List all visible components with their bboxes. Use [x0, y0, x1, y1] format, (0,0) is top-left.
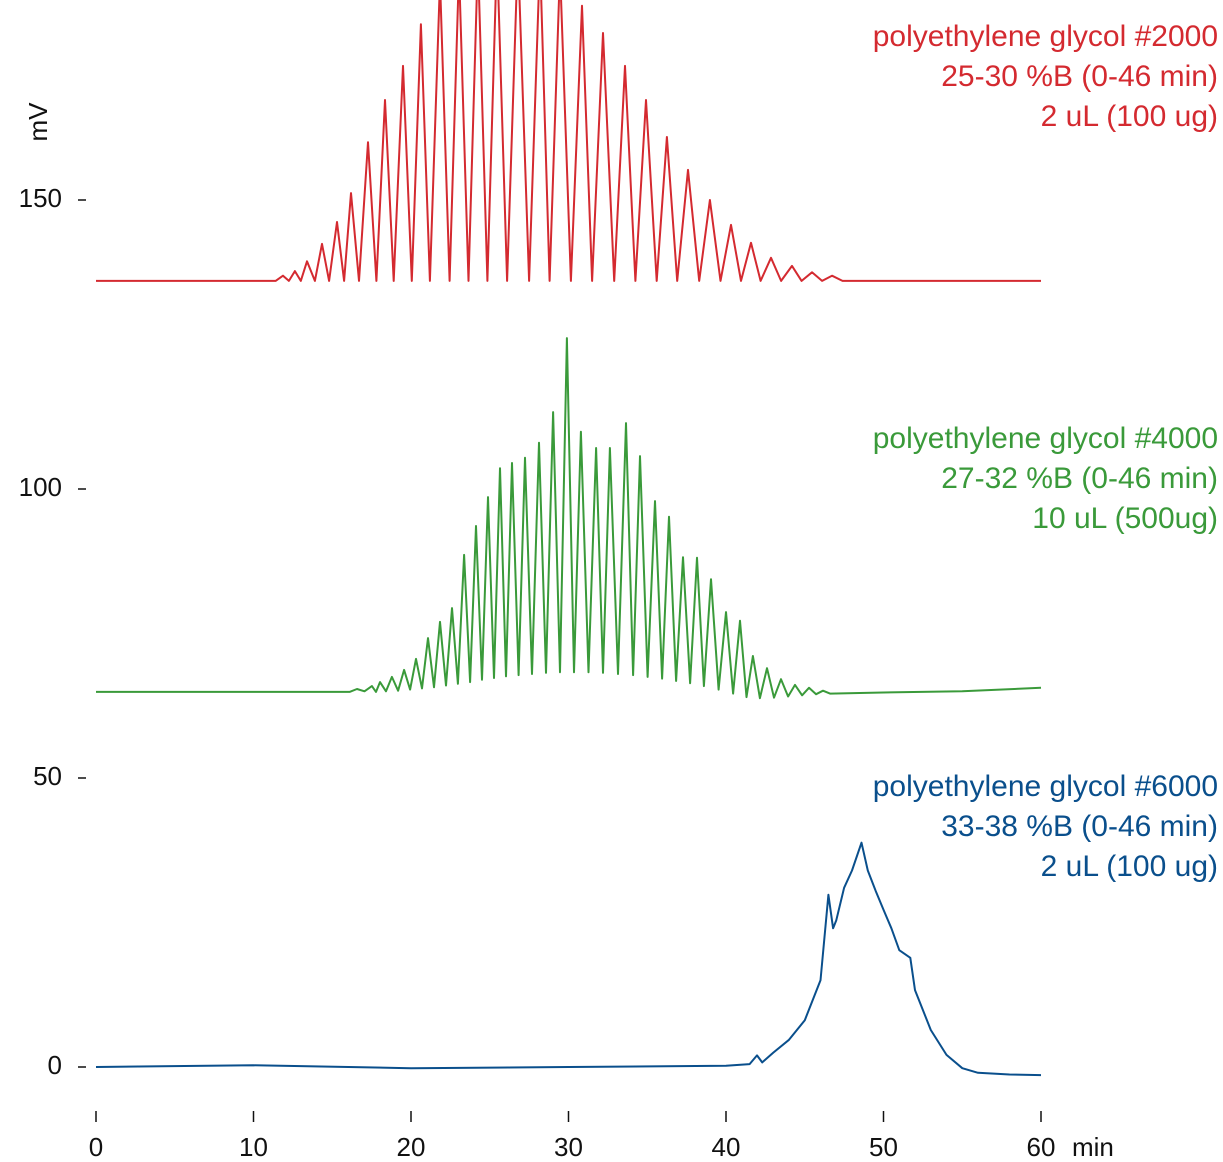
series-label: polyethylene glycol #4000: [873, 422, 1218, 455]
x-tick-label: 10: [239, 1132, 268, 1162]
y-axis-label: mV: [23, 102, 53, 142]
series-note: 10 uL (500ug): [1032, 502, 1218, 535]
x-tick-label: 20: [397, 1132, 426, 1162]
y-tick-label: 100: [19, 472, 62, 502]
series-note: 25-30 %B (0-46 min): [941, 60, 1218, 93]
y-tick-label: 50: [33, 761, 62, 791]
y-tick-label: 150: [19, 183, 62, 213]
x-tick-label: 0: [89, 1132, 103, 1162]
x-axis-label: min: [1072, 1132, 1114, 1162]
y-tick-label: 0: [48, 1050, 62, 1080]
series-note: 2 uL (100 ug): [1041, 850, 1218, 883]
x-tick-label: 50: [869, 1132, 898, 1162]
x-tick-label: 40: [712, 1132, 741, 1162]
trace-line: [95, 841, 1042, 1077]
traces: [95, 0, 1042, 1077]
series-label: polyethylene glycol #6000: [873, 770, 1218, 803]
series-note: 2 uL (100 ug): [1041, 100, 1218, 133]
series-label: polyethylene glycol #2000: [873, 20, 1218, 53]
trace-line: [96, 337, 1042, 700]
series-note: 33-38 %B (0-46 min): [941, 810, 1218, 843]
trace-line: [96, 0, 1041, 282]
series-note: 27-32 %B (0-46 min): [941, 462, 1218, 495]
x-tick-label: 60: [1027, 1132, 1056, 1162]
x-tick-label: 30: [554, 1132, 583, 1162]
